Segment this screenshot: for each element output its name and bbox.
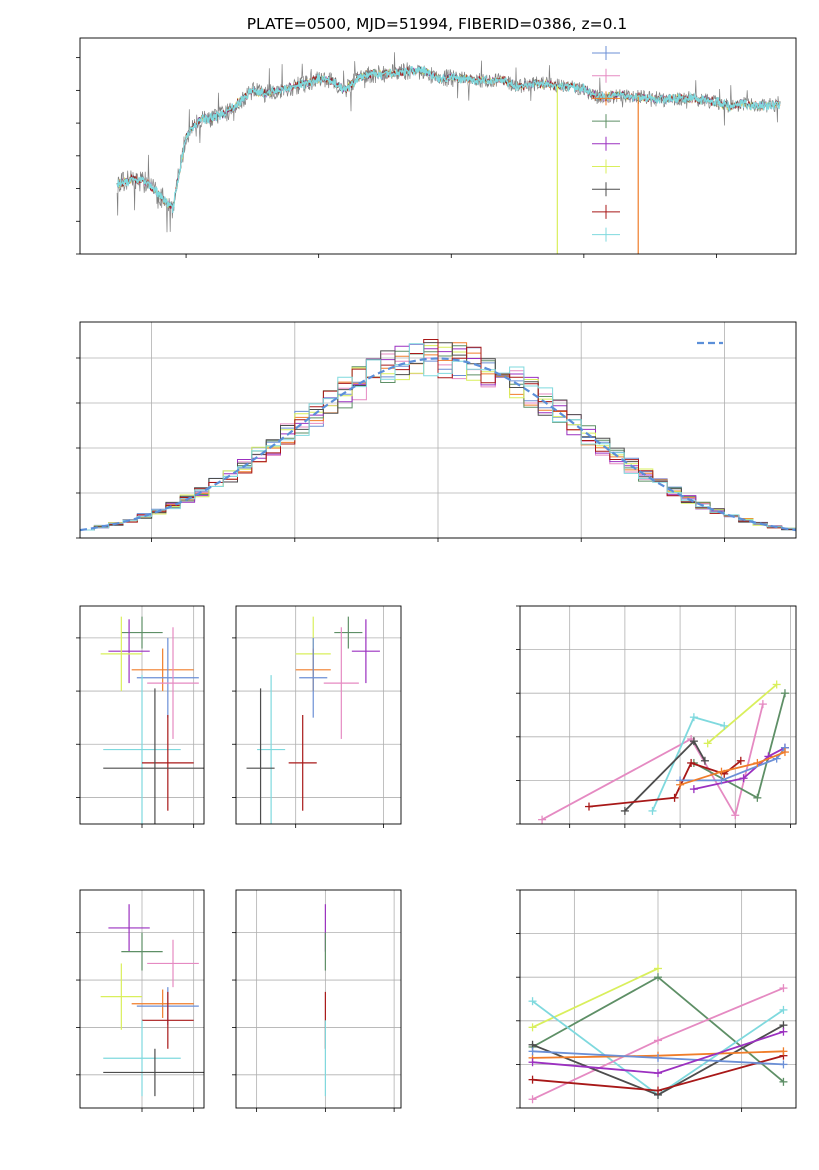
point-chabrier_stelib — [246, 688, 275, 824]
model-spectrum-salpeter_miles — [116, 65, 781, 210]
point-salpeter_stelib — [142, 991, 194, 1049]
series-kroupa_elodie — [703, 680, 781, 748]
panel-mass-vs-z — [76, 889, 205, 1112]
normal-curve — [80, 357, 796, 532]
point-salpeter_miles — [147, 939, 199, 988]
series-chabrier_miles — [528, 1047, 788, 1069]
point-salpeter_stelib — [288, 715, 317, 811]
series-salpeter_miles — [538, 700, 767, 824]
series-line — [651, 716, 725, 812]
point-kroupa_miles — [131, 648, 194, 692]
model-spectrum-chabrier_stelib — [116, 65, 781, 211]
point-chabrier_stelib — [103, 1048, 204, 1097]
axes-frame — [519, 605, 797, 825]
series-line — [679, 751, 786, 786]
panel-weight-vs-age — [516, 605, 797, 828]
point-salpeter_miles — [147, 627, 199, 739]
series-kroupa_stelib — [648, 713, 729, 815]
panel-age-vs-mass — [232, 605, 402, 828]
plot-area — [520, 605, 796, 825]
axes-frame — [79, 605, 205, 825]
point-kroupa_elodie — [100, 616, 142, 692]
plot-area — [236, 606, 401, 824]
spectrum-lines — [116, 52, 781, 254]
panel-residuals — [76, 321, 797, 542]
point-chabrier_elodie — [121, 616, 163, 649]
axes-frame — [235, 605, 402, 825]
model-spectrum-salpeter_elodie — [116, 66, 781, 213]
series-salpeter_stelib — [528, 1051, 788, 1095]
point-salpeter_elodie — [108, 904, 150, 952]
point-salpeter_stelib — [142, 715, 194, 811]
series-chabrier_stelib — [528, 1021, 788, 1099]
axes-frame — [235, 889, 402, 1109]
legend — [592, 46, 620, 242]
point-salpeter_elodie — [351, 619, 380, 684]
histograms — [80, 339, 796, 538]
series-line — [624, 739, 706, 812]
plot-area — [236, 890, 401, 1108]
point-kroupa_stelib — [257, 675, 286, 824]
model-spectrum-salpeter_stelib — [116, 65, 781, 213]
panel-age-vs-z — [76, 605, 205, 828]
series-kroupa_miles — [676, 748, 789, 789]
series-salpeter_miles — [528, 984, 788, 1104]
axes-frame — [79, 321, 797, 539]
point-chabrier_stelib — [103, 688, 204, 824]
point-salpeter_elodie — [108, 619, 150, 684]
point-chabrier_miles — [136, 637, 199, 718]
histogram-kroupa_stelib — [80, 343, 796, 538]
errorbars — [246, 616, 380, 824]
weight-series — [528, 964, 788, 1104]
errorbars — [100, 904, 204, 1097]
series-chabrier_stelib — [620, 737, 709, 815]
model-spectrum-kroupa_miles — [116, 66, 781, 211]
series-line — [541, 703, 764, 821]
axes-frame — [79, 889, 205, 1109]
panel-mass-vs-ebv — [232, 889, 402, 1112]
point-kroupa_stelib — [103, 1020, 181, 1097]
point-chabrier_elodie — [121, 932, 163, 971]
point-chabrier_miles — [299, 637, 328, 718]
point-salpeter_miles — [323, 627, 359, 739]
panel-weight-vs-z — [516, 889, 797, 1112]
model-spectrum-chabrier_elodie — [116, 66, 781, 212]
series-kroupa_elodie — [528, 964, 662, 1032]
point-kroupa_elodie — [100, 963, 142, 1030]
weight-series — [538, 680, 789, 824]
series-line — [707, 683, 778, 744]
model-spectrum-kroupa_elodie — [116, 66, 781, 210]
figure-title: PLATE=0500, MJD=51994, FIBERID=0386, z=0… — [247, 15, 628, 33]
model-spectrum-chabrier_miles — [116, 66, 781, 213]
panel-spectrum — [76, 37, 797, 258]
errorbars — [100, 616, 204, 824]
series-salpeter_elodie — [528, 1027, 788, 1078]
model-spectrum-kroupa_stelib — [116, 66, 781, 213]
point-kroupa_stelib — [103, 675, 181, 824]
axes-frame — [519, 889, 797, 1109]
series-chabrier_elodie — [689, 689, 789, 802]
axes-frame — [79, 37, 797, 255]
point-kroupa_miles — [131, 989, 194, 1018]
point-chabrier_elodie — [334, 616, 363, 649]
